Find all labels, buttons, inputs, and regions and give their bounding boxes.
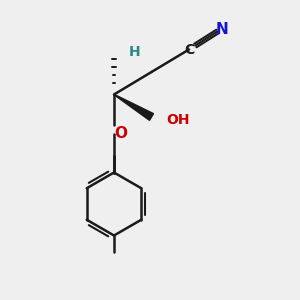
Text: C: C <box>184 43 194 56</box>
Text: H: H <box>129 46 141 59</box>
Text: OH: OH <box>167 113 190 127</box>
Text: N: N <box>216 22 228 38</box>
Text: O: O <box>114 126 127 141</box>
Polygon shape <box>114 94 154 120</box>
